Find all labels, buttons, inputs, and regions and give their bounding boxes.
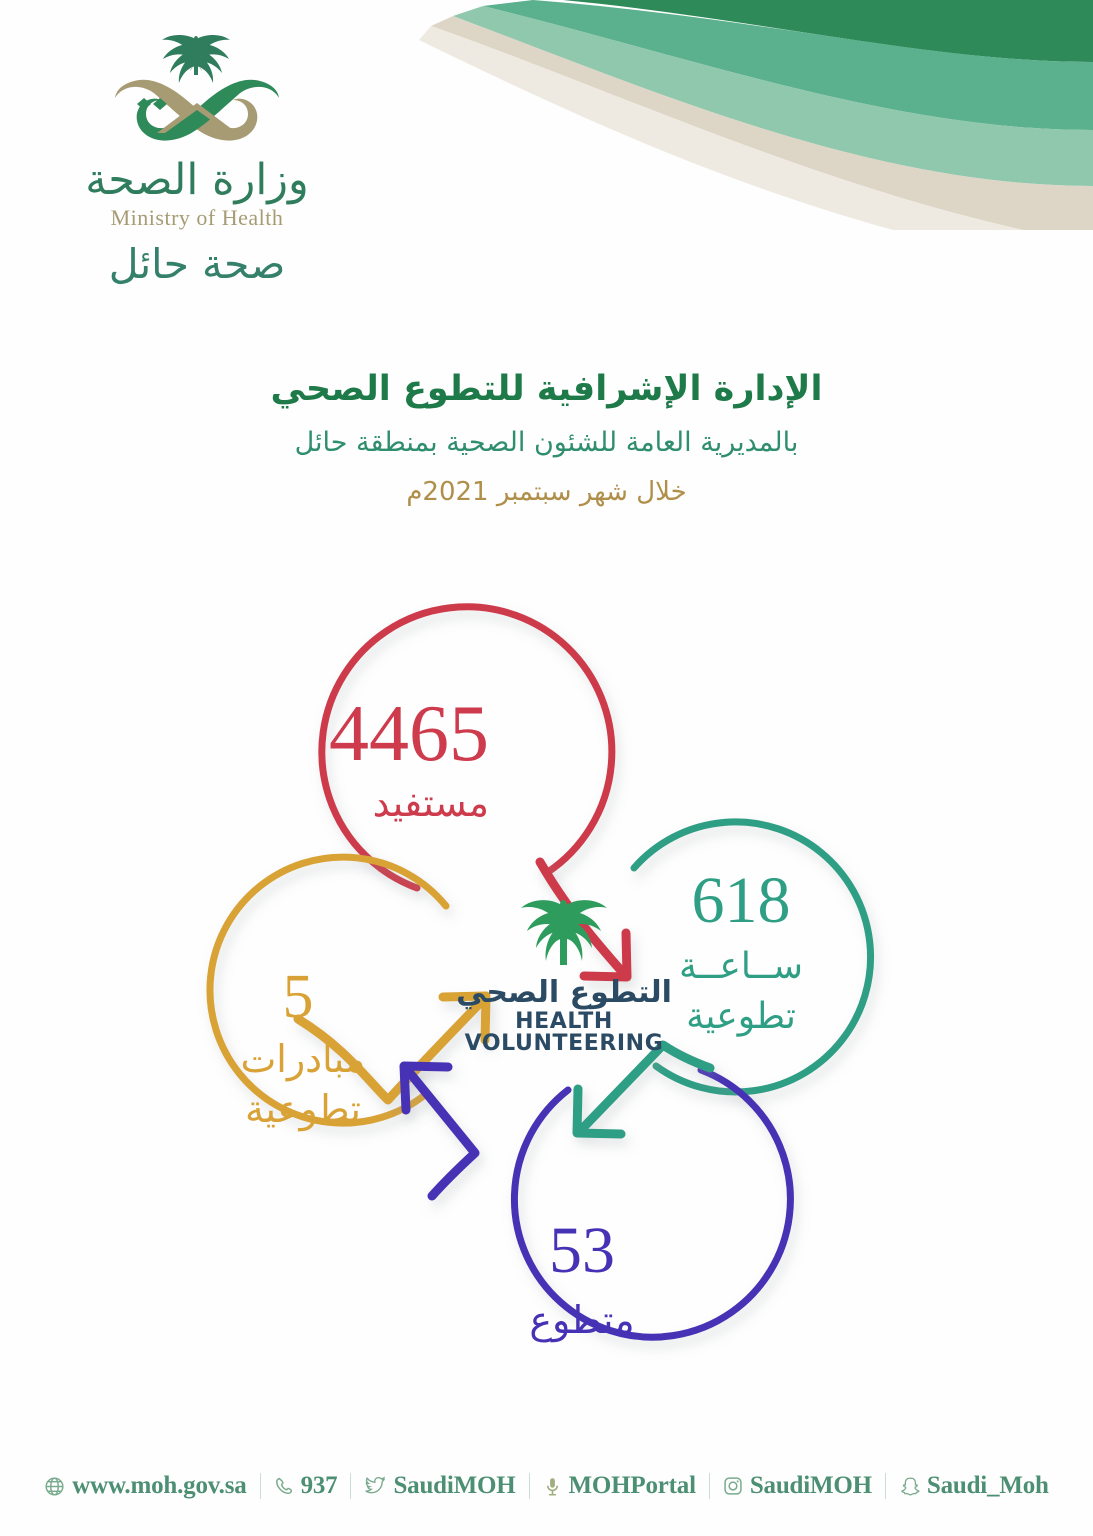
footer-snapchat-text: Saudi_Moh [926,1472,1049,1499]
footer-item-instagram[interactable]: SaudiMOH [710,1472,885,1500]
arrow-volunteers-to-initiatives [399,1061,480,1201]
footer-twitter-text: SaudiMOH [393,1472,516,1499]
footer-separator [350,1473,352,1499]
footer-item-website[interactable]: www.moh.gov.sa [31,1472,259,1500]
node-beneficiaries-value: 4465 [329,690,489,778]
node-initiatives[interactable] [206,853,450,1127]
footer-separator [708,1473,710,1499]
instagram-icon [723,1476,743,1496]
node-volunteers-value: 53 [549,1214,615,1287]
header-decoration [333,0,1093,230]
health-volunteering-brand: التطوع الصحي HEALTH VOLUNTEERING [414,898,714,1055]
footer-podcast-text: MOHPortal [568,1472,697,1499]
volunteering-cycle-diagram: 4465 مستفيد 618 ســاعــة تطوعية 53 متطوع… [130,600,980,1430]
node-volunteer-hours-label-2: تطوعية [686,996,796,1037]
globe-icon [44,1476,65,1497]
footer-separator [259,1473,261,1499]
footer-item-snapchat[interactable]: Saudi_Moh [886,1472,1062,1500]
node-beneficiaries[interactable] [318,603,616,892]
snapchat-icon [899,1476,920,1497]
brand-arabic-label: التطوع الصحي [456,975,672,1010]
footer-instagram-text: SaudiMOH [749,1472,872,1499]
footer-separator [528,1473,530,1499]
page-title: الإدارة الإشرافية للتطوع الصحي [270,369,823,409]
moh-logo: وزارة الصحة Ministry of Health صحة حائل [52,28,342,285]
page-period: خلال شهر سبتمبر 2021م [406,476,687,507]
node-beneficiaries-label: مستفيد [373,781,489,825]
moh-emblem-icon [115,34,279,141]
logo-region-text: صحة حائل [108,240,286,289]
podcast-icon [543,1476,562,1497]
twitter-icon [364,1475,386,1497]
node-initiatives-value: 5 [283,963,314,1031]
node-initiatives-label-2: تطوعية [245,1087,361,1132]
title-block: الإدارة الإشرافية للتطوع الصحي بالمديرية… [0,368,1093,510]
page-subtitle: بالمديرية العامة للشئون الصحية بمنطقة حا… [294,426,799,458]
footer-website-text: www.moh.gov.sa [72,1472,247,1499]
footer-item-podcast[interactable]: MOHPortal [530,1472,709,1500]
footer-contact-bar: www.moh.gov.sa 937 SaudiMOH [0,1472,1093,1500]
node-volunteers[interactable] [510,1066,794,1341]
palm-tree-icon [521,900,607,965]
node-initiatives-label-1: مبادرات [240,1037,365,1081]
brand-english-label: HEALTH VOLUNTEERING [464,1009,664,1056]
footer-item-phone[interactable]: 937 [261,1472,351,1500]
arrow-initiatives-to-beneficiaries [293,991,491,1105]
footer-phone-text: 937 [300,1472,338,1499]
logo-arabic-text: وزارة الصحة [85,155,309,205]
phone-icon [274,1476,294,1496]
node-volunteer-hours[interactable] [630,818,875,1096]
logo-english-text: Ministry of Health [110,205,284,231]
footer-item-twitter[interactable]: SaudiMOH [351,1472,528,1500]
footer-separator [884,1473,886,1499]
node-volunteers-label: متطوع [529,1298,634,1343]
arrow-volunteer-hours-to-volunteers [572,1040,715,1139]
node-volunteer-hours-value: 618 [692,864,791,937]
node-volunteer-hours-label-1: ســاعــة [679,946,803,987]
